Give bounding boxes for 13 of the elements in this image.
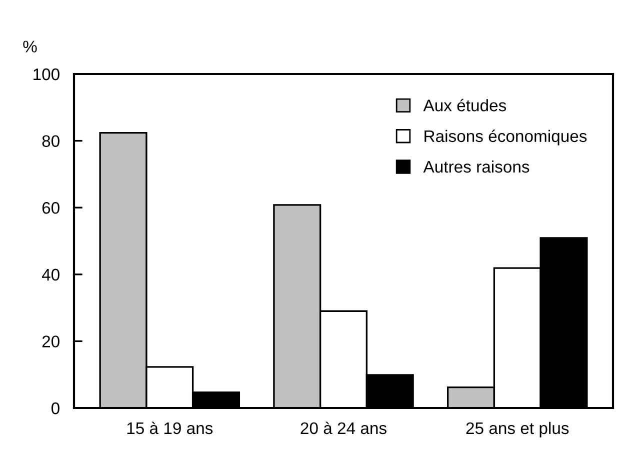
y-tick-label: 60 (42, 202, 60, 214)
x-tick-label: 25 ans et plus (466, 422, 569, 438)
y-tick-label: 20 (42, 336, 60, 348)
x-tick-label: 20 à 24 ans (300, 422, 386, 434)
y-tick-label: 40 (42, 268, 60, 281)
legend-label: Raisons économiques (424, 130, 587, 146)
y-axis-title: % (23, 40, 37, 52)
legend-label: Aux études (423, 98, 506, 112)
y-tick-label: 0 (51, 402, 60, 414)
legend-label: Autres raisons (423, 160, 530, 173)
x-tick-label: 15 à 19 ans (127, 422, 213, 434)
y-tick-label: 80 (42, 135, 60, 148)
y-tick-label: 100 (34, 68, 60, 80)
